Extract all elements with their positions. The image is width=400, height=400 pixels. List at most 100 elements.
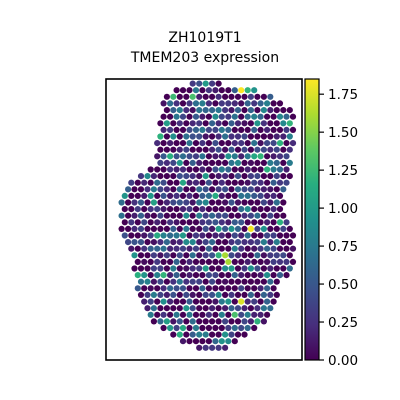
- expression-spot: [183, 93, 190, 100]
- expression-spot: [186, 126, 193, 133]
- expression-spot: [247, 159, 254, 166]
- expression-spot: [125, 199, 132, 206]
- expression-spot: [264, 179, 271, 186]
- expression-spot: [251, 272, 258, 279]
- expression-spot: [267, 133, 274, 140]
- expression-spot: [283, 153, 290, 160]
- expression-spot: [154, 219, 161, 226]
- expression-spot: [150, 239, 157, 246]
- expression-spot: [244, 153, 251, 160]
- expression-spot: [176, 265, 183, 272]
- expression-spot: [157, 305, 164, 312]
- expression-spot: [199, 153, 206, 160]
- expression-spot: [273, 186, 280, 193]
- expression-spot: [289, 245, 297, 252]
- expression-spot: [247, 278, 254, 285]
- expression-spot: [267, 252, 274, 259]
- expression-spot: [225, 219, 232, 226]
- expression-spot: [247, 305, 254, 312]
- expression-spot: [270, 285, 277, 292]
- expression-spot: [254, 93, 261, 100]
- expression-spot: [267, 173, 274, 180]
- expression-spot: [276, 140, 284, 147]
- expression-spot: [173, 272, 180, 279]
- colorbar-tick-label: 1.25: [328, 163, 358, 179]
- expression-spot: [125, 239, 132, 246]
- expression-spot: [276, 219, 284, 226]
- colorbar-ticks: 0.00 0.25 0.50 0.75 1.00 1.25 1.50 1.75: [319, 87, 358, 369]
- expression-spot: [128, 179, 135, 186]
- expression-spot: [241, 318, 248, 325]
- expression-spot: [276, 126, 284, 133]
- expression-spot: [154, 153, 161, 160]
- expression-spot: [270, 100, 277, 107]
- expression-spot: [234, 252, 242, 259]
- expression-spot: [202, 239, 209, 246]
- expression-spot: [189, 107, 196, 114]
- expression-spot: [141, 206, 148, 213]
- expression-spot: [173, 140, 180, 147]
- expression-spot: [247, 252, 254, 259]
- expression-spot: [228, 331, 235, 338]
- expression-spot: [179, 311, 187, 318]
- expression-spot: [137, 239, 145, 246]
- expression-spot: [167, 219, 174, 226]
- expression-spot: [192, 298, 200, 305]
- expression-spot: [254, 318, 261, 325]
- expression-spot: [205, 179, 212, 186]
- expression-spot: [241, 93, 248, 100]
- expression-spot: [234, 199, 242, 206]
- expression-spot: [186, 324, 193, 332]
- expression-spot: [141, 298, 148, 305]
- expression-spot: [238, 206, 245, 213]
- expression-spot: [273, 239, 280, 246]
- expression-spot: [231, 311, 238, 318]
- expression-spot: [215, 133, 222, 140]
- expression-spot: [234, 93, 242, 100]
- expression-spot: [202, 331, 209, 338]
- expression-spot: [276, 179, 284, 186]
- expression-spot: [244, 100, 251, 107]
- expression-spot: [260, 133, 267, 140]
- expression-spot: [231, 192, 238, 199]
- expression-spot: [215, 212, 222, 219]
- expression-spot: [264, 153, 271, 160]
- expression-spot: [244, 219, 251, 226]
- expression-spot: [134, 232, 141, 239]
- expression-spot: [163, 107, 170, 114]
- expression-spot: [251, 166, 258, 173]
- expression-spot: [215, 331, 222, 338]
- expression-spot: [160, 140, 167, 147]
- expression-spot: [183, 199, 190, 206]
- plot-frame: [105, 78, 303, 361]
- expression-spot: [141, 272, 148, 279]
- expression-spot: [276, 245, 284, 252]
- expression-spot: [215, 120, 222, 127]
- expression-spot: [234, 305, 242, 312]
- expression-spot: [173, 285, 180, 292]
- expression-spot: [209, 305, 216, 312]
- expression-spot: [186, 311, 193, 318]
- expression-spot: [179, 179, 187, 186]
- expression-spot: [183, 225, 190, 232]
- expression-spot: [244, 113, 251, 120]
- expression-spot: [264, 166, 271, 173]
- expression-spot: [150, 199, 157, 206]
- expression-spot: [280, 225, 287, 232]
- expression-spot: [118, 199, 125, 206]
- expression-spot: [173, 206, 180, 213]
- expression-spot: [199, 192, 206, 199]
- expression-spot: [264, 232, 271, 239]
- expression-spot: [215, 305, 222, 312]
- expression-spot: [179, 166, 187, 173]
- expression-spot: [267, 212, 274, 219]
- expression-spot: [167, 258, 174, 265]
- expression-spot: [147, 206, 154, 213]
- expression-spot: [254, 212, 261, 219]
- expression-spot: [144, 186, 151, 193]
- expression-spot: [264, 126, 271, 133]
- expression-spot: [163, 212, 170, 219]
- expression-spot: [251, 258, 258, 265]
- expression-spot: [286, 265, 293, 272]
- expression-spot: [215, 186, 222, 193]
